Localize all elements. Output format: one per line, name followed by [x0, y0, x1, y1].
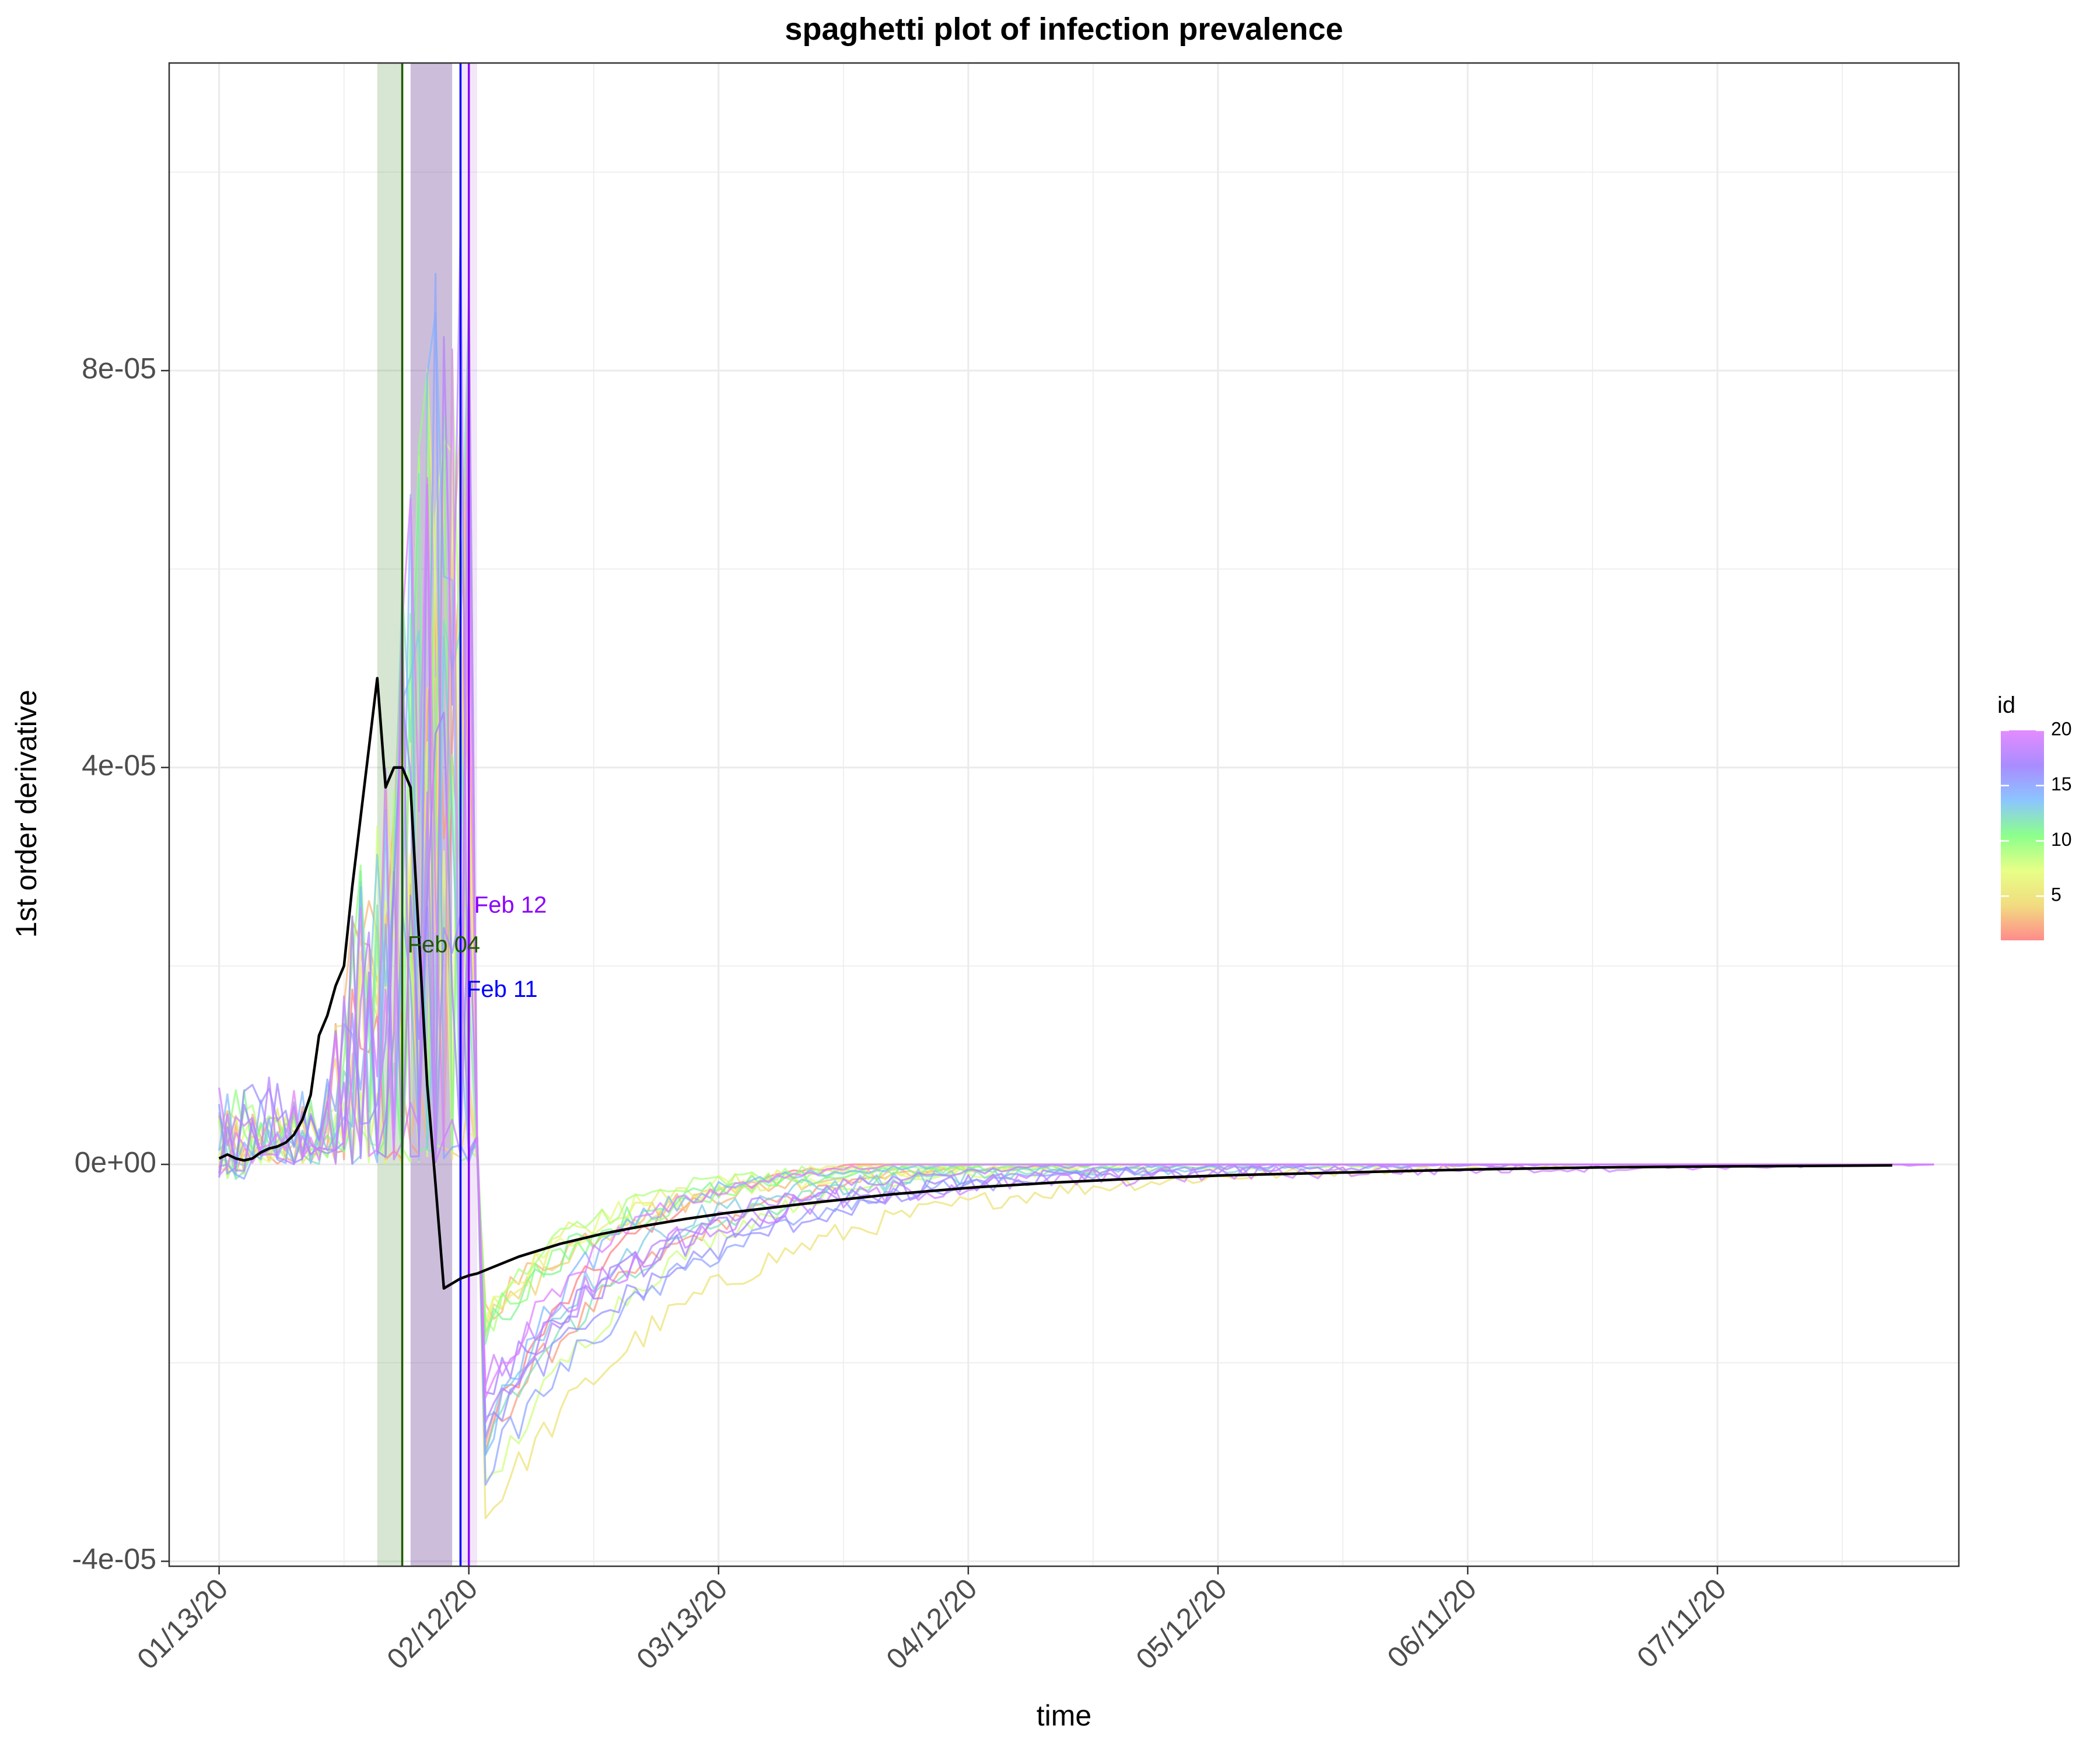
x-tick-label: 02/12/20 — [380, 1572, 484, 1675]
x-tick-label: 05/12/20 — [1130, 1572, 1233, 1675]
y-axis-label: 1st order derivative — [10, 690, 43, 937]
series-line-id-20 — [218, 348, 1934, 1399]
vertical-reference-lines — [401, 63, 470, 1566]
spaghetti-series — [218, 229, 1934, 1520]
mean-line — [218, 677, 1892, 1290]
x-tick-label: 03/13/20 — [630, 1572, 733, 1675]
y-tick-label: 8e-05 — [82, 352, 156, 385]
legend-tick-label: 5 — [2051, 884, 2062, 905]
y-tick-label: 4e-05 — [82, 749, 156, 782]
y-tick-label: 0e+00 — [75, 1146, 156, 1178]
legend: id 5 10 15 20 — [1997, 692, 2072, 940]
x-tick-label: 07/11/20 — [1630, 1572, 1732, 1674]
x-tick-label: 04/12/20 — [880, 1572, 983, 1675]
annotation-label: Feb 12 — [474, 892, 547, 918]
legend-tick-label: 20 — [2051, 718, 2072, 739]
legend-colorbar — [2001, 730, 2044, 940]
annotation-label: Feb 11 — [467, 977, 538, 1002]
legend-tick-label: 15 — [2051, 774, 2072, 794]
y-tick-label: -4e-05 — [72, 1543, 156, 1576]
legend-title: id — [1997, 692, 2015, 718]
annotation-label: Feb 04 — [408, 932, 481, 957]
x-axis-label: time — [1037, 1699, 1091, 1732]
mean-series — [218, 677, 1892, 1290]
chart-title: spaghetti plot of infection prevalence — [785, 12, 1343, 47]
legend-tick-label: 10 — [2051, 829, 2072, 850]
x-tick-label: 06/11/20 — [1381, 1572, 1483, 1674]
panel-background — [169, 63, 1959, 1566]
panel-border — [168, 62, 1960, 1567]
x-tick-label: 01/13/20 — [131, 1572, 234, 1675]
annotations: Feb 04 Feb 11 Feb 12 — [408, 892, 547, 1002]
